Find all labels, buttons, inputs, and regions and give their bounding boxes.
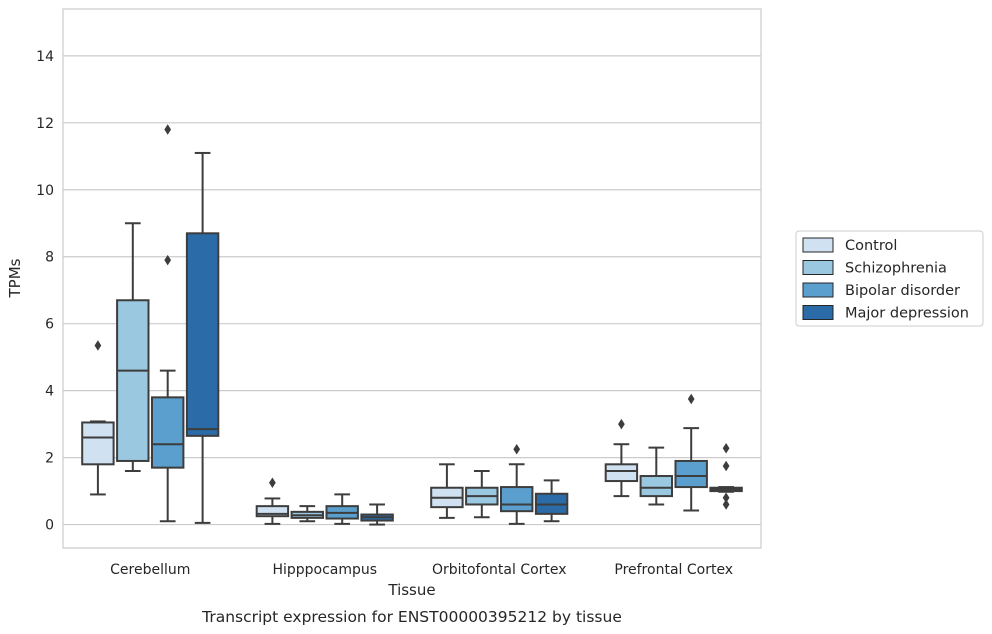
y-tick-label: 12 bbox=[36, 116, 54, 132]
outlier-point bbox=[722, 442, 730, 454]
outlier-point bbox=[722, 492, 730, 504]
box-iqr bbox=[150, 396, 185, 469]
box-control bbox=[604, 418, 639, 498]
box-schizophrenia bbox=[116, 222, 150, 472]
outlier-point bbox=[722, 460, 730, 472]
outlier-point bbox=[722, 499, 730, 510]
outlier-point bbox=[269, 477, 276, 488]
box-iqr bbox=[499, 486, 534, 513]
box-major-depression bbox=[534, 479, 569, 523]
box-schizophrenia bbox=[639, 446, 674, 506]
legend-swatch bbox=[802, 260, 834, 275]
box-iqr bbox=[604, 463, 639, 483]
box-schizophrenia bbox=[465, 470, 499, 519]
legend-frame bbox=[795, 230, 984, 327]
legend-label: Bipolar disorder bbox=[845, 283, 960, 299]
box-major-depression bbox=[185, 151, 220, 524]
x-tick-label: Cerebellum bbox=[110, 562, 190, 578]
y-tick-label: 14 bbox=[36, 49, 54, 65]
legend-swatch bbox=[802, 305, 834, 320]
box-iqr bbox=[255, 505, 290, 518]
box-bipolar-disorder bbox=[674, 393, 708, 512]
y-axis-ticks: 0 2 4 6 8 10 12 14 bbox=[36, 49, 54, 534]
box-bipolar-disorder bbox=[499, 443, 534, 525]
box-iqr bbox=[674, 459, 708, 489]
box-plots bbox=[81, 124, 743, 526]
plot-area-frame bbox=[62, 8, 762, 549]
box-iqr bbox=[639, 475, 674, 498]
outlier-point bbox=[618, 418, 625, 430]
box-major-depression bbox=[709, 442, 743, 510]
outlier-point bbox=[164, 124, 172, 135]
box-bipolar-disorder bbox=[325, 493, 359, 525]
box-bipolar-disorder bbox=[150, 124, 185, 523]
box-iqr bbox=[185, 232, 220, 437]
y-tick-label: 6 bbox=[45, 317, 54, 333]
y-tick-label: 4 bbox=[45, 384, 54, 400]
y-tick-label: 8 bbox=[45, 250, 54, 266]
box-control bbox=[430, 463, 464, 519]
x-tick-label: Prefrontal Cortex bbox=[614, 562, 733, 578]
y-tick-label: 10 bbox=[36, 183, 54, 199]
y-tick-label: 0 bbox=[45, 518, 54, 534]
x-tick-label: Hipppocampus bbox=[272, 562, 377, 578]
y-tick-label: 2 bbox=[45, 451, 54, 467]
box-control bbox=[255, 477, 290, 525]
outlier-point bbox=[164, 254, 172, 266]
legend-label: Schizophrenia bbox=[845, 261, 947, 277]
box-schizophrenia bbox=[290, 505, 325, 523]
legend-label: Control bbox=[845, 238, 897, 254]
chart-caption: Transcript expression for ENST0000039521… bbox=[201, 608, 622, 626]
box-major-depression bbox=[360, 503, 394, 526]
x-tick-label: Orbitofontal Cortex bbox=[432, 562, 567, 578]
outlier-point bbox=[513, 443, 521, 455]
box-control bbox=[81, 340, 115, 496]
x-axis-ticks: Cerebellum Hipppocampus Orbitofontal Corte… bbox=[110, 562, 733, 578]
legend: Control Schizophrenia Bipolar disorder Majo… bbox=[795, 230, 984, 327]
outlier-point bbox=[687, 393, 695, 405]
legend-label: Major depression bbox=[845, 306, 969, 322]
x-axis-label: Tissue bbox=[387, 581, 435, 599]
box-iqr bbox=[116, 299, 150, 462]
outlier-point bbox=[94, 340, 102, 351]
y-axis-label: TPMs bbox=[6, 258, 24, 298]
box-iqr bbox=[81, 421, 115, 466]
legend-swatch bbox=[802, 237, 834, 253]
legend-swatch bbox=[802, 282, 834, 298]
